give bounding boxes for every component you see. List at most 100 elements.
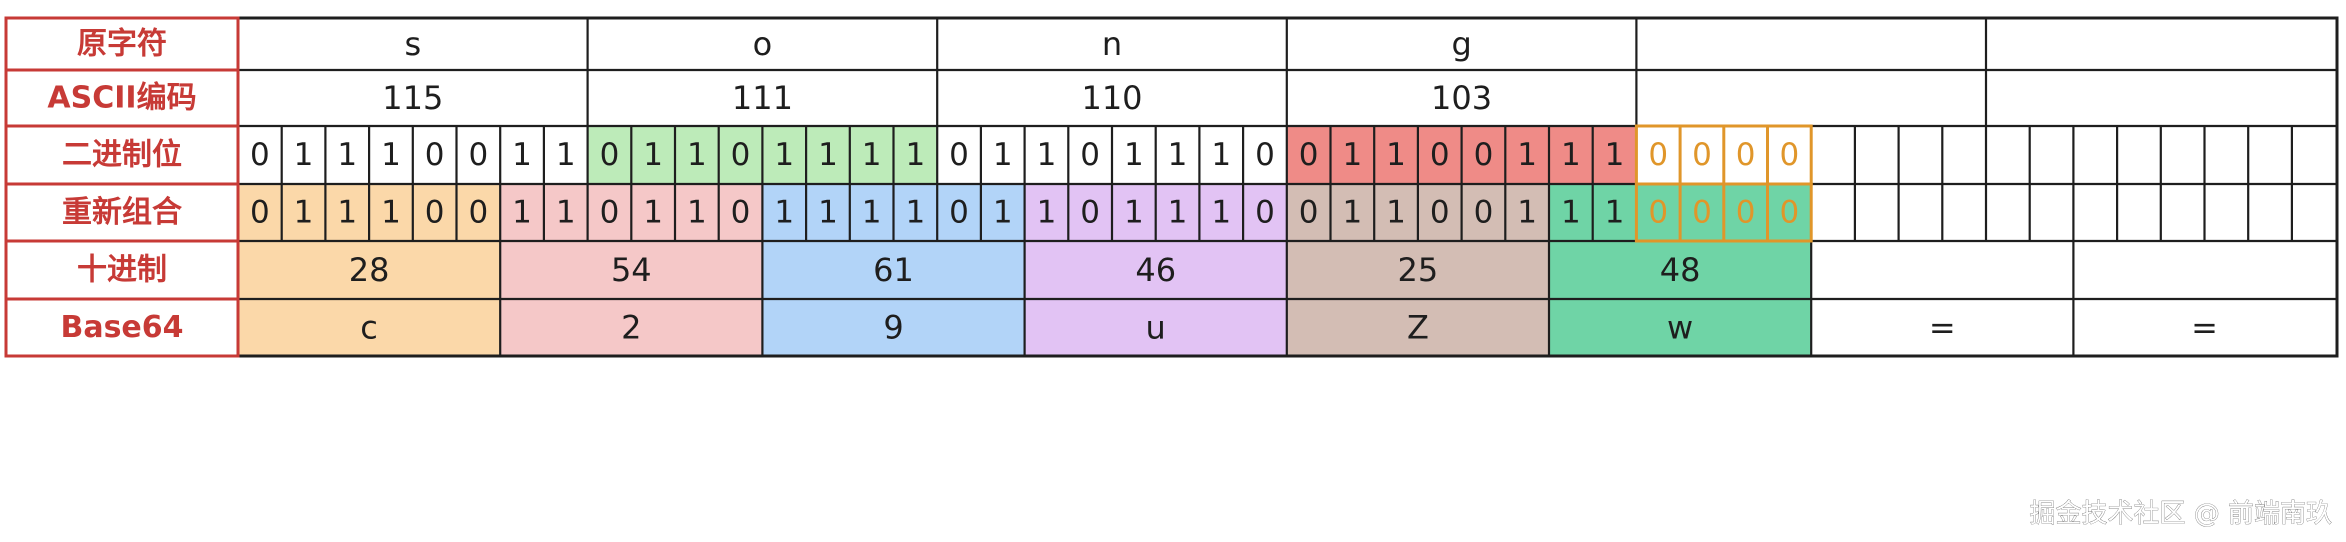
binary-bit: 1: [1037, 137, 1057, 173]
regrouped-bit: 1: [1605, 195, 1625, 231]
binary-bit: 1: [862, 137, 882, 173]
regrouped-bit: 0: [600, 195, 620, 231]
binary-bit: 1: [1386, 137, 1406, 173]
padding-bit: 0: [1736, 195, 1756, 231]
regrouped-bit: 1: [1561, 195, 1581, 231]
binary-bit: 1: [818, 137, 838, 173]
binary-bit: 0: [250, 137, 270, 173]
binary-bit: 0: [600, 137, 620, 173]
regrouped-bit: 0: [468, 195, 488, 231]
regrouped-bit: 0: [1255, 195, 1275, 231]
base64-char: 2: [621, 309, 641, 347]
regrouped-bit: 0: [1430, 195, 1450, 231]
original-char: s: [404, 25, 421, 63]
base64-char: =: [1929, 309, 1956, 347]
regrouped-bit: 1: [337, 195, 357, 231]
base64-char: c: [360, 309, 378, 347]
regrouped-bit: 1: [512, 195, 532, 231]
regrouped-bit: 0: [1299, 195, 1319, 231]
binary-bit: 1: [993, 137, 1013, 173]
original-char: o: [753, 25, 773, 63]
regrouped-bit: 0: [250, 195, 270, 231]
original-char: n: [1102, 25, 1122, 63]
regrouped-bit: 1: [993, 195, 1013, 231]
binary-bit: 1: [1168, 137, 1188, 173]
watermark-text: 掘金技术社区 @ 前端南玖: [2029, 499, 2332, 529]
padding-bit: 0: [1648, 137, 1668, 173]
row-label-2: 二进制位: [62, 138, 182, 173]
regrouped-bit: 1: [1037, 195, 1057, 231]
row-label-5: Base64: [60, 310, 183, 345]
regrouped-bit: 1: [381, 195, 401, 231]
original-char: g: [1451, 25, 1471, 63]
regrouped-bit: 0: [731, 195, 751, 231]
decimal-value: 28: [349, 251, 390, 289]
regrouped-bit: 1: [818, 195, 838, 231]
binary-bit: 1: [774, 137, 794, 173]
regrouped-bit: 1: [294, 195, 314, 231]
row-label-0: 原字符: [77, 27, 167, 62]
binary-bit: 1: [556, 137, 576, 173]
regrouped-bit: 1: [905, 195, 925, 231]
regrouped-bit: 1: [774, 195, 794, 231]
decimal-value: 54: [611, 251, 652, 289]
binary-bit: 1: [1561, 137, 1581, 173]
binary-bit: 1: [1605, 137, 1625, 173]
base64-char: =: [2191, 309, 2218, 347]
row-label-1: ASCII编码: [47, 81, 196, 116]
base64-char: u: [1146, 309, 1166, 347]
padding-bit: 0: [1648, 195, 1668, 231]
binary-bit: 0: [468, 137, 488, 173]
base64-char: Z: [1407, 309, 1429, 347]
regrouped-bit: 0: [425, 195, 445, 231]
binary-bit: 0: [1430, 137, 1450, 173]
regrouped-bit: 0: [1474, 195, 1494, 231]
regrouped-bit: 0: [949, 195, 969, 231]
ascii-code: 111: [732, 79, 793, 117]
binary-bit: 1: [1517, 137, 1537, 173]
base64-char: w: [1667, 309, 1693, 347]
regrouped-bit: 1: [1211, 195, 1231, 231]
regrouped-bit: 1: [1517, 195, 1537, 231]
padding-bit: 0: [1779, 137, 1799, 173]
binary-bit: 1: [905, 137, 925, 173]
row-label-4: 十进制: [77, 253, 167, 288]
binary-bit: 0: [1080, 137, 1100, 173]
binary-bit: 0: [425, 137, 445, 173]
ascii-code: 115: [382, 79, 443, 117]
table-gridlines: [4, 16, 2339, 358]
binary-bit: 1: [294, 137, 314, 173]
binary-bit: 0: [731, 137, 751, 173]
binary-bit: 1: [687, 137, 707, 173]
binary-bit: 1: [512, 137, 532, 173]
ascii-code: 110: [1081, 79, 1142, 117]
binary-bit: 0: [1474, 137, 1494, 173]
regrouped-bit: 1: [1124, 195, 1144, 231]
ascii-code: 103: [1431, 79, 1492, 117]
decimal-value: 48: [1660, 251, 1701, 289]
padding-bit: 0: [1692, 137, 1712, 173]
binary-bit: 1: [643, 137, 663, 173]
base64-char: 9: [883, 309, 903, 347]
regrouped-bit: 1: [862, 195, 882, 231]
regrouped-bit: 1: [643, 195, 663, 231]
binary-bit: 0: [949, 137, 969, 173]
binary-bit: 1: [381, 137, 401, 173]
regrouped-bit: 1: [556, 195, 576, 231]
padding-bit: 0: [1779, 195, 1799, 231]
decimal-value: 46: [1135, 251, 1176, 289]
binary-bit: 1: [1211, 137, 1231, 173]
regrouped-bit: 1: [1386, 195, 1406, 231]
regrouped-bit: 1: [687, 195, 707, 231]
binary-bit: 0: [1299, 137, 1319, 173]
row-label-3: 重新组合: [62, 195, 182, 230]
regrouped-bit: 1: [1342, 195, 1362, 231]
decimal-value: 25: [1398, 251, 1439, 289]
decimal-value: 61: [873, 251, 914, 289]
binary-bit: 1: [337, 137, 357, 173]
regrouped-bit: 1: [1168, 195, 1188, 231]
label-column-border: [4, 16, 240, 358]
regrouped-bit: 0: [1080, 195, 1100, 231]
